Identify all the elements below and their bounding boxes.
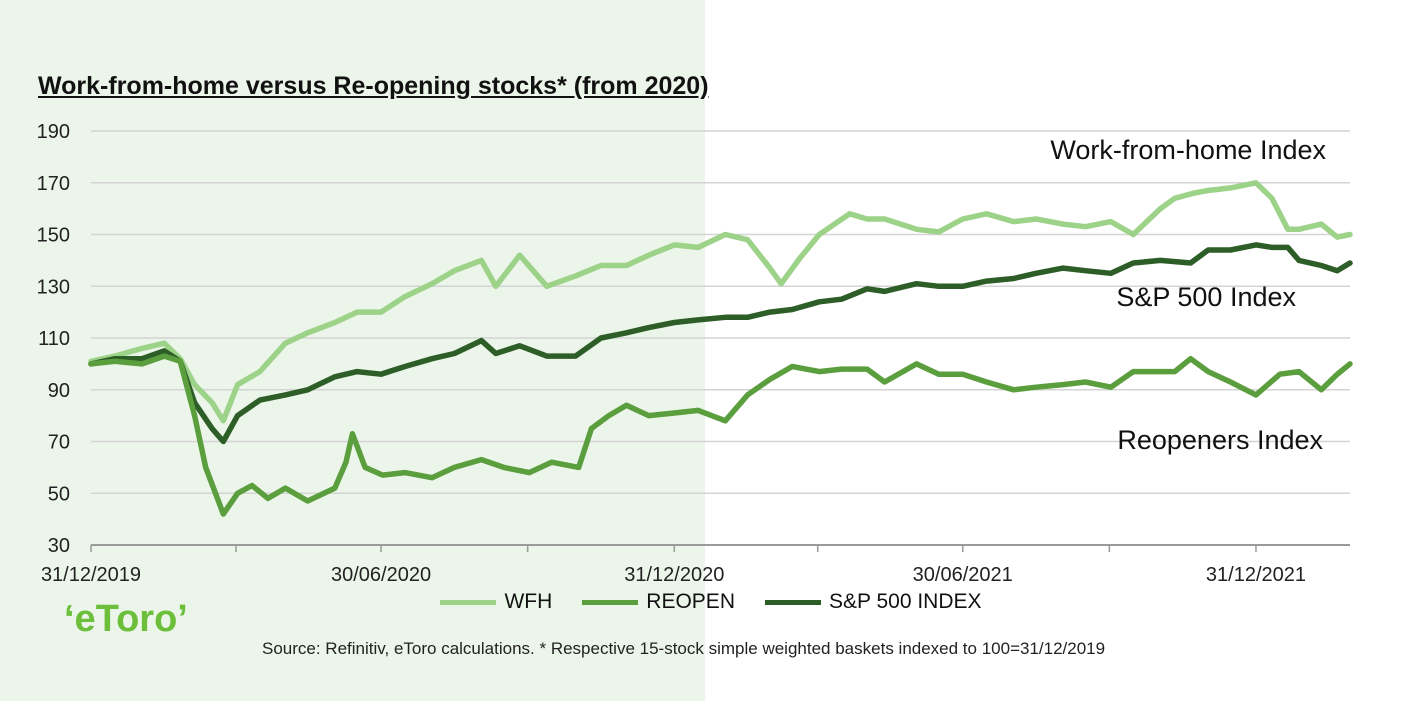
- series-line-reopen: [88, 353, 1353, 517]
- legend-label-wfh: WFH: [504, 590, 553, 613]
- legend-item-reopen: REOPEN: [582, 590, 735, 614]
- x-tick-label: 31/12/2019: [41, 564, 141, 586]
- y-tick-label: 90: [48, 380, 70, 402]
- source-note: Source: Refinitiv, eToro calculations. *…: [262, 639, 1106, 658]
- legend: WFH REOPEN S&P 500 INDEX: [0, 590, 1402, 614]
- legend-item-sp500: S&P 500 INDEX: [764, 590, 982, 614]
- y-tick-label: 170: [37, 173, 70, 195]
- legend-swatch-sp500: [764, 599, 821, 605]
- legend-label-reopen: REOPEN: [646, 590, 735, 613]
- x-tick-label: 31/12/2020: [624, 564, 724, 586]
- etoro-logo: ‘eToro’: [64, 598, 188, 640]
- y-tick-label: 190: [37, 121, 70, 143]
- legend-swatch-wfh: [440, 599, 497, 605]
- y-tick-label: 110: [38, 328, 70, 350]
- y-tick-label: 50: [48, 483, 70, 505]
- y-tick-label: 130: [37, 276, 70, 298]
- annotation-label: S&P 500 Index: [1116, 282, 1296, 312]
- legend-label-sp500: S&P 500 INDEX: [828, 590, 982, 613]
- grid-lines: [91, 130, 1350, 494]
- x-tick-label: 30/06/2021: [913, 564, 1013, 586]
- legend-swatch-reopen: [582, 599, 639, 605]
- y-tick-label: 150: [37, 225, 70, 247]
- series-line-wfh: [88, 180, 1353, 424]
- y-axis-ticks: 30 50 70 90 110 130 150 170 190: [37, 121, 70, 557]
- y-tick-label: 30: [48, 535, 70, 557]
- series-line-s-p-500-index: [88, 242, 1353, 445]
- annotation-label: Work-from-home Index: [1050, 135, 1326, 165]
- x-axis: 31/12/2019 30/06/2020 31/12/2020 30/06/2021…: [41, 544, 1350, 586]
- series-lines: [88, 180, 1353, 517]
- chart-title: Work-from-home versus Re-opening stocks*…: [38, 72, 709, 100]
- annotations: Work-from-home Index S&P 500 Index Reopene…: [1050, 135, 1326, 455]
- x-tick-label: 30/06/2020: [331, 564, 431, 586]
- y-tick-label: 70: [48, 432, 70, 454]
- annotation-label: Reopeners Index: [1117, 425, 1323, 455]
- x-tick-label: 31/12/2021: [1206, 564, 1306, 586]
- legend-item-wfh: WFH: [440, 590, 552, 614]
